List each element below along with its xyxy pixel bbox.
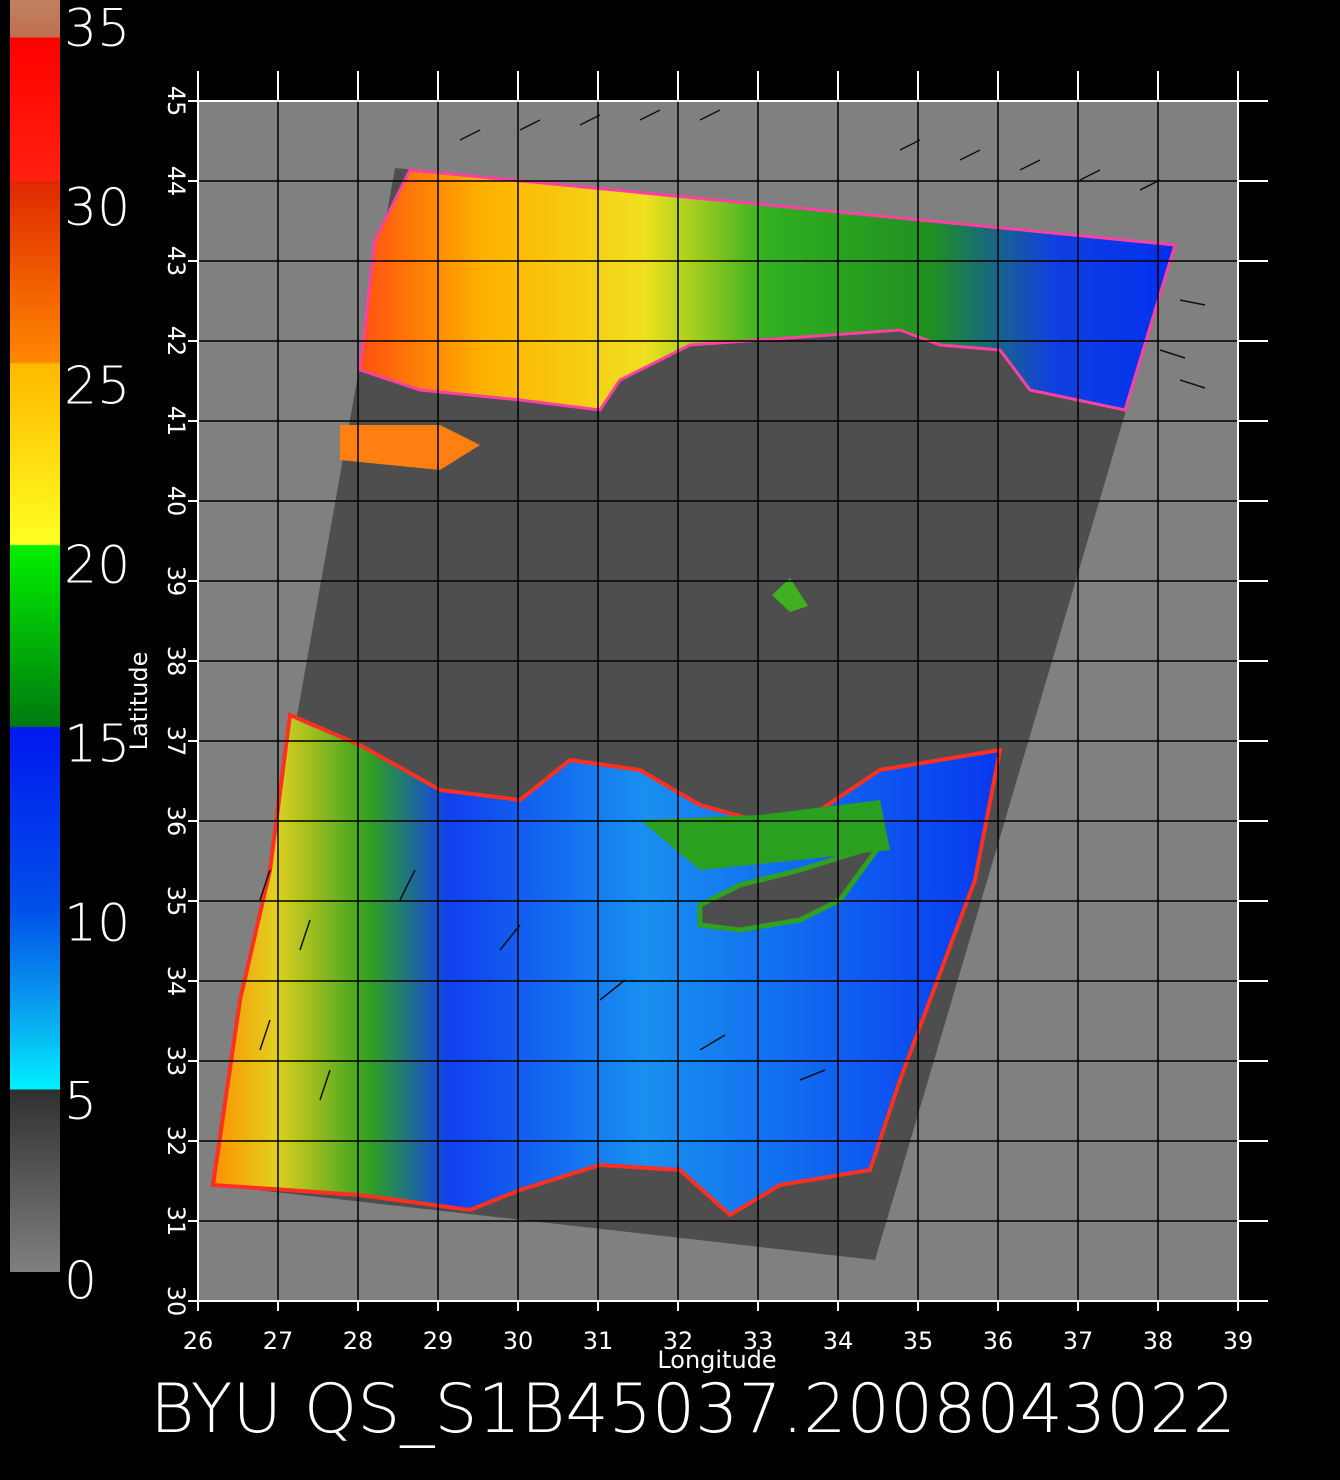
y-tick-label: 36 [162, 806, 190, 837]
x-tick-label: 30 [503, 1327, 534, 1355]
x-tick-label: 39 [1223, 1327, 1254, 1355]
y-tick-label: 41 [162, 406, 190, 437]
x-tick-label: 29 [423, 1327, 454, 1355]
inland-patch [340, 425, 480, 470]
swath-data [210, 109, 1206, 1260]
colorbar-tick-label: 30 [64, 178, 130, 238]
y-tick-label: 42 [162, 326, 190, 357]
colorbar-scale [10, 0, 60, 1272]
x-tick-label: 32 [663, 1327, 694, 1355]
y-tick-label: 38 [162, 646, 190, 677]
colorbar-tick-label: 20 [64, 536, 130, 596]
y-tick-label: 30 [162, 1286, 190, 1317]
x-tick-label: 36 [983, 1327, 1014, 1355]
colorbar-tick-label: 5 [64, 1072, 97, 1132]
x-tick-label: 35 [903, 1327, 934, 1355]
x-tick-label: 34 [823, 1327, 854, 1355]
x-tick-label: 28 [343, 1327, 374, 1355]
x-tick-label: 33 [743, 1327, 774, 1355]
colorbar-tick-label: 10 [64, 893, 130, 953]
wind-barbs [259, 109, 1206, 1101]
x-tick-label: 31 [583, 1327, 614, 1355]
colorbar-tick-label: 25 [64, 357, 130, 417]
y-tick-label: 31 [162, 1206, 190, 1237]
image-title: BYU QS_S1B45037.2008043022 [150, 1370, 1236, 1449]
x-tick-label: 37 [1063, 1327, 1094, 1355]
coastal-green [640, 800, 890, 870]
plot-frame [197, 100, 1239, 1302]
y-axis-label: Latitude [125, 652, 153, 751]
y-tick-label: 35 [162, 886, 190, 917]
mediterranean-winds [210, 712, 1003, 1218]
y-tick-label: 37 [162, 726, 190, 757]
cyprus [697, 840, 887, 933]
y-tick-label: 45 [162, 86, 190, 117]
x-tick-label: 27 [263, 1327, 294, 1355]
x-axis-label: Longitude [657, 1346, 776, 1374]
x-tick-label: 38 [1143, 1327, 1174, 1355]
y-tick-label: 43 [162, 246, 190, 277]
y-tick-label: 44 [162, 166, 190, 197]
y-tick-label: 32 [162, 1126, 190, 1157]
y-tick-label: 39 [162, 566, 190, 597]
colorbar: 0 5 10 15 20 25 30 35 [10, 0, 130, 1311]
y-tick-label: 34 [162, 966, 190, 997]
inland-patch [772, 578, 808, 612]
y-tick-label: 40 [162, 486, 190, 517]
grid: 26 27 28 29 30 31 32 33 34 35 36 37 38 39 30 31 32 33 34 35… [162, 71, 1268, 1355]
y-tick-label: 33 [162, 1046, 190, 1077]
colorbar-tick-label: 15 [64, 714, 130, 774]
colorbar-tick-label: 35 [64, 0, 130, 59]
colorbar-tick-label: 0 [64, 1251, 97, 1311]
x-tick-label: 26 [183, 1327, 214, 1355]
